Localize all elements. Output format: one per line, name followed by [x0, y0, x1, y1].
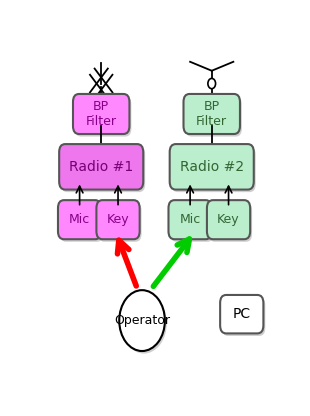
FancyBboxPatch shape [96, 200, 140, 239]
Circle shape [208, 79, 215, 89]
FancyBboxPatch shape [59, 144, 143, 190]
Text: Radio #1: Radio #1 [69, 160, 133, 174]
Text: Mic: Mic [179, 213, 201, 226]
FancyBboxPatch shape [58, 200, 101, 239]
FancyBboxPatch shape [172, 147, 256, 192]
FancyBboxPatch shape [60, 203, 103, 242]
Circle shape [119, 290, 165, 351]
Text: PC: PC [233, 307, 251, 321]
FancyBboxPatch shape [169, 200, 212, 239]
FancyBboxPatch shape [222, 297, 265, 336]
FancyBboxPatch shape [75, 97, 131, 136]
FancyBboxPatch shape [73, 94, 130, 134]
Text: Key: Key [217, 213, 240, 226]
FancyBboxPatch shape [170, 203, 214, 242]
Text: BP
Filter: BP Filter [196, 100, 227, 128]
Text: Operator: Operator [114, 314, 170, 327]
FancyBboxPatch shape [209, 203, 252, 242]
FancyBboxPatch shape [207, 200, 250, 239]
Text: BP
Filter: BP Filter [86, 100, 117, 128]
FancyBboxPatch shape [184, 94, 240, 134]
Text: Key: Key [107, 213, 129, 226]
FancyBboxPatch shape [185, 97, 242, 136]
FancyBboxPatch shape [220, 295, 264, 333]
FancyBboxPatch shape [61, 147, 145, 192]
Text: Mic: Mic [69, 213, 90, 226]
Circle shape [121, 293, 167, 354]
Text: Radio #2: Radio #2 [180, 160, 244, 174]
FancyBboxPatch shape [98, 203, 142, 242]
FancyBboxPatch shape [170, 144, 254, 190]
